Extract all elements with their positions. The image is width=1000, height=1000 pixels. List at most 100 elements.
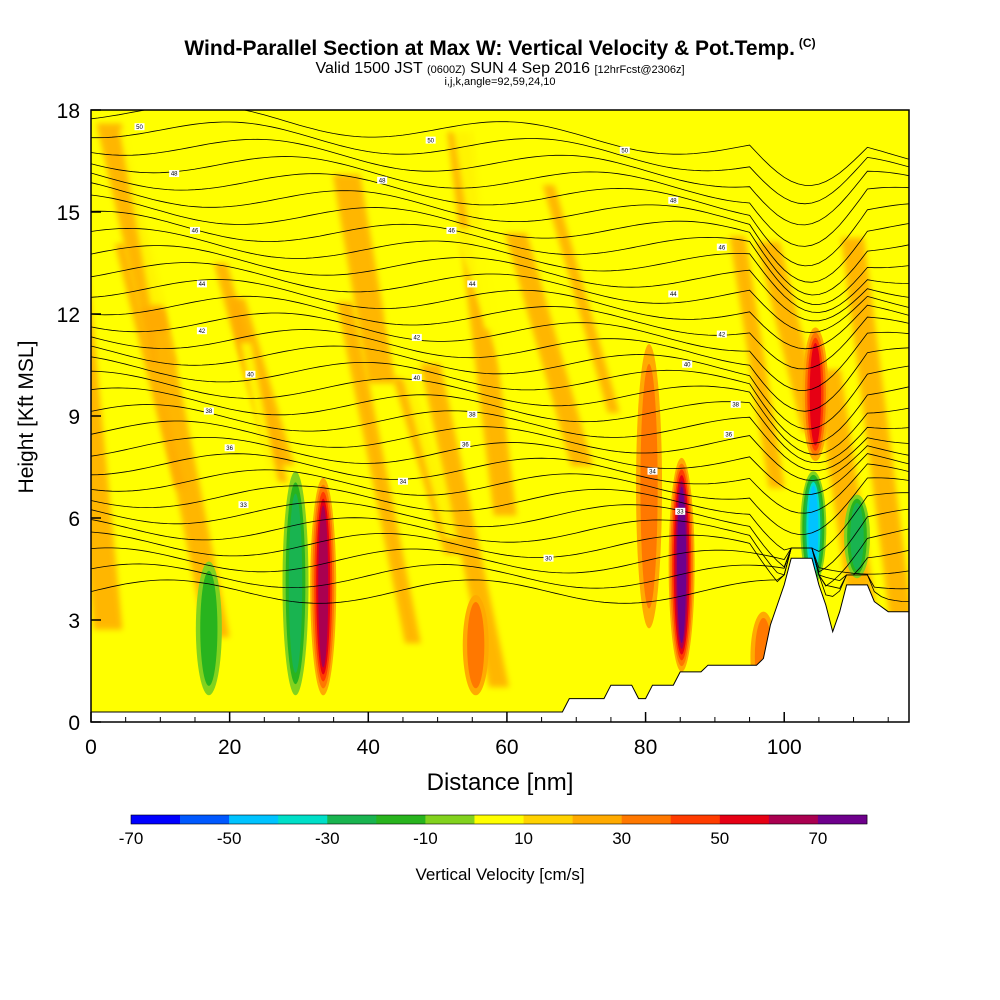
y-tick-label: 3 xyxy=(68,610,80,633)
colorbar-tick-label: 50 xyxy=(710,829,729,848)
valid-time-zulu: (0600Z) xyxy=(426,64,466,76)
colorbar-tick-label: -30 xyxy=(315,829,340,848)
isentrope-label-bg xyxy=(411,333,422,341)
isentrope-label-text: 34 xyxy=(649,469,656,475)
velocity-band xyxy=(504,233,594,467)
velocity-band xyxy=(240,342,285,514)
colorbar-tick-label: -70 xyxy=(119,829,144,848)
isentrope-label-bg xyxy=(647,467,658,475)
isentrope-line xyxy=(91,156,909,247)
isentrope-line xyxy=(91,469,909,535)
isentrope-line xyxy=(91,329,909,412)
isentrope-label-text: 40 xyxy=(247,372,254,378)
x-tick-label: 40 xyxy=(357,736,380,759)
velocity-band xyxy=(91,305,123,630)
isentrope-label-bg xyxy=(619,146,630,154)
updraft-cell xyxy=(677,486,687,644)
isentrope-line xyxy=(91,194,909,296)
isentrope-label-bg xyxy=(196,327,207,335)
x-tick-label: 100 xyxy=(767,736,802,759)
isentrope-label-text: 48 xyxy=(670,199,677,205)
isentrope-label-bg xyxy=(425,136,436,144)
isentrope-line xyxy=(91,404,909,471)
downdraft-cell xyxy=(200,570,218,686)
colorbar-segment xyxy=(474,815,524,824)
isentrope-label: 36 xyxy=(723,430,734,439)
isentrope-label-text: 42 xyxy=(199,329,206,335)
isentrope-line xyxy=(91,227,909,313)
downdraft-cell xyxy=(288,493,303,673)
isentrope-label-bg xyxy=(238,501,249,509)
isentrope-label: 42 xyxy=(716,330,727,338)
isentrope-label-text: 34 xyxy=(400,479,407,485)
colorbar-tick-label: -10 xyxy=(413,829,438,848)
velocity-band xyxy=(114,243,186,489)
chart-meta: i,j,k,angle=92,59,24,10 xyxy=(444,76,556,88)
colorbar-tick-label: 10 xyxy=(514,829,533,848)
isentrope-label: 48 xyxy=(169,170,180,178)
isentrope-label-bg xyxy=(467,410,478,418)
isentrope-label-text: 50 xyxy=(136,125,143,131)
isentrope-line xyxy=(91,345,909,430)
x-axis-label: Distance [nm] xyxy=(427,769,574,796)
isentrope-label-text: 50 xyxy=(427,138,434,144)
isentrope-line xyxy=(91,356,909,444)
y-tick-label: 9 xyxy=(68,406,80,429)
downdraft-cell xyxy=(808,485,819,571)
isentrope-label-bg xyxy=(460,440,471,448)
isentrope-label-text: 33 xyxy=(240,503,247,509)
x-tick-label: 0 xyxy=(85,736,97,759)
isentrope-label: 38 xyxy=(730,400,741,409)
y-tick-label: 6 xyxy=(68,508,80,531)
isentrope-line xyxy=(91,531,909,597)
velocity-band xyxy=(447,131,517,516)
isentrope-label-bg xyxy=(716,330,727,338)
isentrope-label-bg xyxy=(203,407,214,415)
chart-title: Wind-Parallel Section at Max W: Vertical… xyxy=(0,36,1000,61)
valid-time-local: Valid 1500 JST xyxy=(315,60,423,77)
isentrope-line xyxy=(91,453,909,514)
colorbar-tick-label: -50 xyxy=(217,829,242,848)
isentrope-label: 38 xyxy=(467,410,478,419)
colorbar-frame xyxy=(130,814,868,825)
isentrope-line xyxy=(91,517,909,587)
isentrope-line xyxy=(91,420,909,481)
isentrope-label-text: 46 xyxy=(718,245,725,251)
isentrope-line xyxy=(91,210,909,305)
valid-date: SUN 4 Sep 2016 xyxy=(469,60,591,77)
velocity-band xyxy=(336,302,421,644)
isentrope-label-bg xyxy=(543,554,554,562)
isentrope-label-bg xyxy=(189,226,200,234)
chart-title-tag: (C) xyxy=(798,36,816,50)
x-tick-label: 60 xyxy=(495,736,518,759)
velocity-band xyxy=(173,110,232,418)
colorbar-segment xyxy=(180,815,230,824)
isentrope-label-bg xyxy=(668,290,679,298)
isentrope-label-text: 48 xyxy=(171,172,178,178)
isentrope-label: 40 xyxy=(682,360,693,368)
isentrope-label: 50 xyxy=(134,123,145,131)
colorbar-tick-label: 30 xyxy=(612,829,631,848)
isentrope-line xyxy=(91,121,909,205)
isentrope-line xyxy=(91,547,909,575)
y-axis-label: Height [Kft MSL] xyxy=(15,341,38,494)
velocity-band xyxy=(841,237,909,620)
isentrope-label-bg xyxy=(377,176,388,184)
isentrope-label: 48 xyxy=(668,196,679,205)
isentrope-label-text: 38 xyxy=(469,413,476,419)
velocity-band xyxy=(420,363,510,688)
y-tick-label: 12 xyxy=(57,304,80,327)
isentrope-label-bg xyxy=(224,444,235,452)
velocity-band xyxy=(542,185,620,413)
isentrope-line xyxy=(91,387,909,464)
isentrope-label-bg xyxy=(723,430,734,438)
isentrope-label-text: 40 xyxy=(684,362,691,368)
isentrope-label-text: 46 xyxy=(448,229,455,235)
isentrope-label-text: 38 xyxy=(206,409,213,415)
isentrope-line xyxy=(91,245,909,322)
isentrope-label-text: 36 xyxy=(226,446,233,452)
isentrope-label: 36 xyxy=(460,440,471,449)
isentrope-label-text: 38 xyxy=(732,403,739,409)
isentrope-label-bg xyxy=(245,370,256,378)
